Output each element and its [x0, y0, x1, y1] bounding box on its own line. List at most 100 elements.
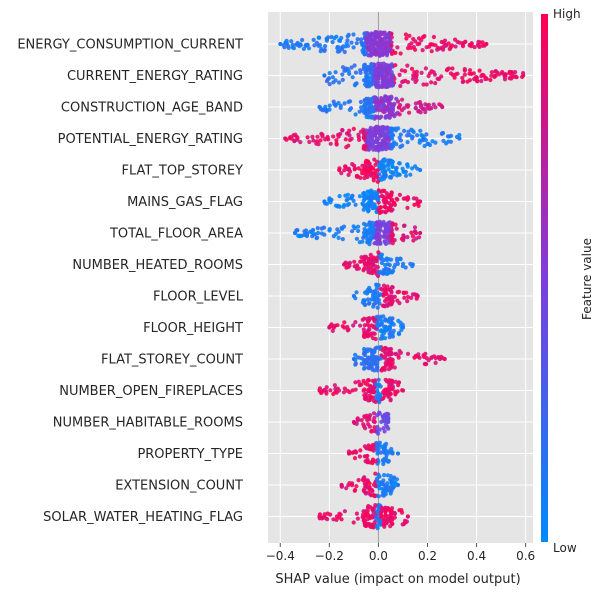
shap-point: [290, 45, 295, 50]
shap-point: [521, 73, 526, 78]
shap-point: [389, 446, 394, 452]
shap-point: [405, 164, 410, 169]
shap-point: [324, 385, 329, 390]
shap-point: [381, 283, 387, 288]
shap-point: [383, 209, 388, 214]
feature-label: ENERGY_CONSUMPTION_CURRENT: [17, 38, 243, 53]
shap-point: [378, 241, 383, 246]
shap-point: [416, 100, 421, 105]
x-axis: −0.4 −0.2 0.0 0.2 0.4 0.6: [266, 543, 535, 563]
shap-point: [401, 169, 406, 174]
shap-point: [418, 128, 423, 133]
shap-point: [281, 43, 286, 48]
shap-point: [322, 73, 327, 78]
shap-point: [405, 351, 411, 356]
shap-point: [376, 298, 381, 303]
shap-point: [387, 450, 392, 455]
shap-point: [346, 143, 351, 148]
shap-point: [352, 456, 358, 461]
shap-point: [392, 238, 397, 243]
shap-point: [375, 356, 380, 361]
shap-point: [394, 142, 399, 147]
shap-point: [332, 102, 337, 107]
shap-point: [351, 520, 356, 525]
shap-point: [382, 412, 387, 417]
shap-point: [409, 66, 415, 71]
shap-point: [413, 105, 418, 110]
shap-point: [422, 354, 427, 360]
shap-point: [405, 205, 410, 210]
shap-point: [387, 146, 392, 151]
shap-point: [402, 106, 407, 111]
shap-point: [377, 237, 382, 242]
shap-point: [500, 71, 505, 76]
shap-point: [364, 128, 369, 133]
shap-point: [376, 391, 381, 396]
feature-label: CURRENT_ENERGY_RATING: [67, 69, 243, 84]
shap-point: [389, 51, 394, 57]
shap-point: [355, 263, 360, 268]
shap-point: [365, 322, 370, 327]
shap-point: [420, 48, 425, 53]
shap-point: [391, 268, 396, 273]
feature-label: SOLAR_WATER_HEATING_FLAG: [43, 510, 243, 525]
feature-label: NUMBER_HEATED_ROOMS: [72, 258, 243, 273]
shap-point: [385, 424, 390, 429]
shap-point: [358, 37, 364, 42]
shap-point: [300, 37, 305, 43]
shap-point: [412, 229, 418, 234]
shap-point: [320, 134, 325, 139]
shap-point: [302, 229, 307, 234]
shap-point: [389, 317, 394, 322]
shap-point: [368, 125, 373, 130]
shap-point: [342, 262, 347, 267]
shap-point: [294, 42, 299, 47]
shap-point: [345, 34, 350, 39]
shap-point: [371, 205, 376, 211]
shap-point: [370, 220, 375, 225]
shap-point: [317, 514, 322, 519]
shap-point: [383, 489, 388, 494]
x-tick-label: −0.4: [266, 549, 295, 563]
shap-point: [378, 510, 383, 515]
shap-point: [392, 484, 397, 489]
shap-point: [353, 70, 359, 75]
shap-point: [367, 393, 372, 398]
shap-point: [379, 328, 384, 333]
shap-point: [365, 147, 370, 152]
shap-point: [416, 203, 421, 208]
shap-point: [328, 141, 333, 146]
shap-point: [421, 82, 426, 87]
shap-point: [361, 332, 367, 338]
shap-point: [367, 221, 372, 226]
shap-point: [358, 99, 363, 105]
shap-point: [370, 191, 375, 196]
shap-point: [410, 262, 415, 267]
shap-point: [322, 232, 327, 237]
shap-point: [374, 96, 379, 101]
shap-point: [422, 361, 427, 367]
shap-point: [353, 352, 358, 357]
shap-point: [415, 42, 420, 47]
shap-point: [374, 382, 379, 387]
shap-point: [408, 172, 413, 177]
shap-point: [377, 53, 382, 58]
shap-point: [410, 76, 416, 81]
shap-point: [354, 450, 359, 455]
shap-point: [340, 237, 345, 242]
shap-point: [427, 44, 432, 49]
shap-point: [386, 419, 391, 425]
shap-point: [358, 323, 363, 328]
shap-point: [380, 84, 385, 89]
shap-point: [476, 43, 481, 48]
shap-point: [395, 45, 400, 50]
shap-point: [403, 173, 409, 178]
shap-point: [361, 351, 367, 356]
shap-point: [353, 361, 358, 366]
shap-point: [429, 80, 434, 85]
shap-point: [418, 167, 423, 173]
shap-point: [366, 200, 371, 205]
shap-point: [378, 450, 383, 455]
shap-point: [396, 318, 401, 323]
feature-label: FLOOR_LEVEL: [153, 290, 244, 305]
